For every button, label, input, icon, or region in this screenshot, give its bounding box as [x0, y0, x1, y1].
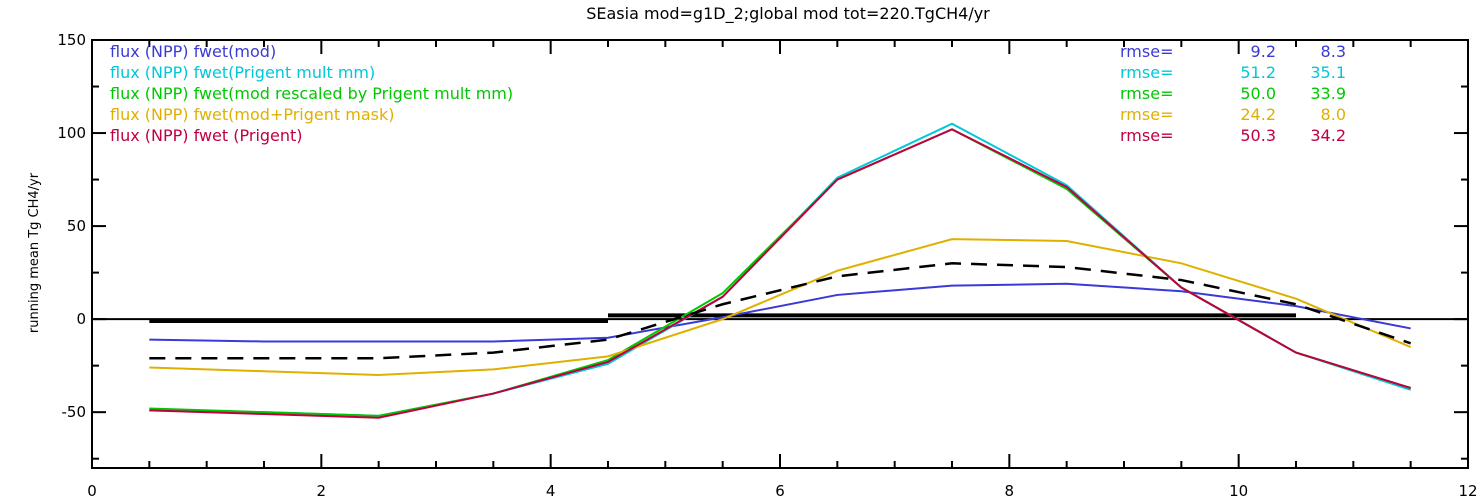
rmse-value-1: 51.2	[1240, 63, 1276, 82]
legend-entry: flux (NPP) fwet(Prigent mult mm)	[110, 63, 375, 82]
rmse-label: rmse=	[1120, 63, 1173, 82]
rmse-label: rmse=	[1120, 126, 1173, 145]
series-layer	[149, 122, 1412, 419]
series-line-flux-npp-fwet-prigent-mult-mm	[149, 122, 1411, 417]
rmse-label: rmse=	[1120, 105, 1173, 124]
x-tick-label: 8	[1005, 482, 1015, 500]
rmse-value-2: 8.3	[1321, 42, 1346, 61]
rmse-value-2: 34.2	[1310, 126, 1346, 145]
rmse-legend: rmse= 9.2 8.3 rmse= 51.2 35.1 rmse= 50.0 33.9 rms…	[1120, 42, 1346, 145]
y-tick-label: 50	[67, 217, 86, 235]
rmse-value-1: 9.2	[1251, 42, 1276, 61]
x-tick-label: 4	[546, 482, 556, 500]
legend-entry: flux (NPP) fwet (Prigent)	[110, 126, 303, 145]
series-line-flux-npp-fwet-mod	[149, 282, 1411, 343]
x-tick-label: 0	[87, 482, 97, 500]
rmse-value-1: 24.2	[1240, 105, 1276, 124]
x-tick-label: 6	[775, 482, 785, 500]
y-axis-label: running mean Tg CH4/yr	[27, 172, 42, 333]
y-tick-label: 0	[76, 310, 86, 328]
legend-entry: flux (NPP) fwet(mod)	[110, 42, 276, 61]
rmse-label: rmse=	[1120, 84, 1173, 103]
rmse-value-2: 35.1	[1310, 63, 1346, 82]
rmse-label: rmse=	[1120, 42, 1173, 61]
y-tick-label: -50	[62, 403, 87, 421]
legend: flux (NPP) fwet(mod) flux (NPP) fwet(Prig…	[110, 42, 513, 145]
rmse-value-2: 33.9	[1310, 84, 1346, 103]
rmse-value-1: 50.3	[1240, 126, 1276, 145]
x-tick-label: 12	[1458, 482, 1477, 500]
rmse-value-1: 50.0	[1240, 84, 1276, 103]
y-tick-label: 100	[57, 124, 86, 142]
series-line-flux-npp-fwet-mod-prigent-mask	[149, 238, 1412, 376]
chart-title: SEasia mod=g1D_2;global mod tot=220.TgCH…	[586, 4, 990, 24]
x-tick-label: 10	[1229, 482, 1248, 500]
x-tick-label: 2	[317, 482, 327, 500]
legend-entry: flux (NPP) fwet(mod rescaled by Prigent …	[110, 84, 513, 103]
rmse-value-2: 8.0	[1321, 105, 1346, 124]
series-line-dashed	[149, 262, 1412, 360]
y-tick-label: 150	[57, 31, 86, 49]
series-line-flux-npp-fwet-prigent	[149, 128, 1411, 419]
legend-entry: flux (NPP) fwet(mod+Prigent mask)	[110, 105, 394, 124]
